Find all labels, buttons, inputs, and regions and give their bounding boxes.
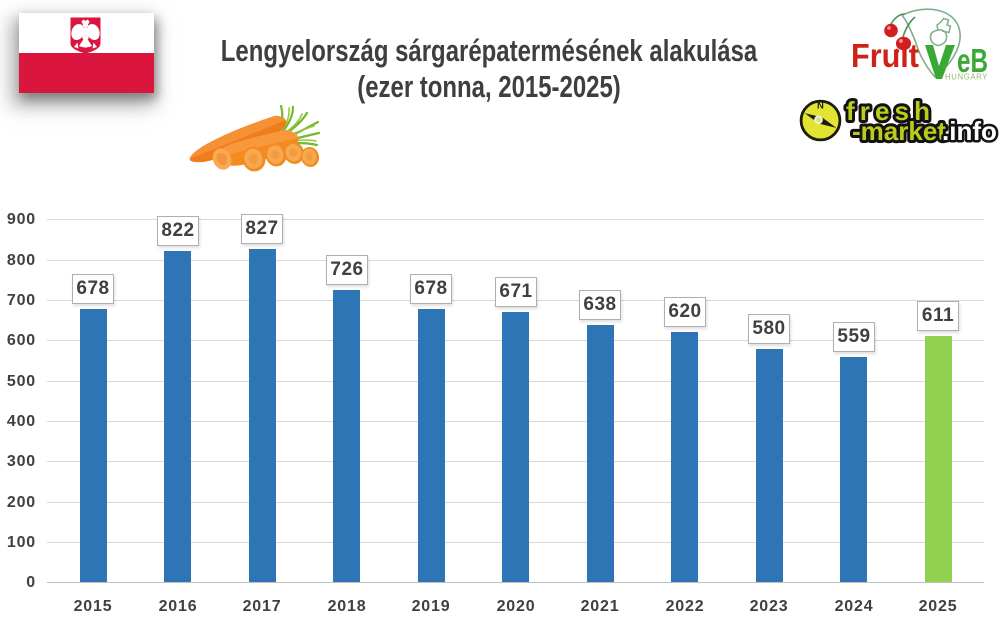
svg-text:HUNGARY: HUNGARY <box>945 73 988 82</box>
svg-text:N: N <box>817 101 824 112</box>
svg-text:Fruit: Fruit <box>851 37 919 74</box>
svg-text:-market: -market <box>852 116 946 146</box>
svg-text:eB: eB <box>957 42 988 79</box>
svg-text:.info: .info <box>942 116 997 146</box>
